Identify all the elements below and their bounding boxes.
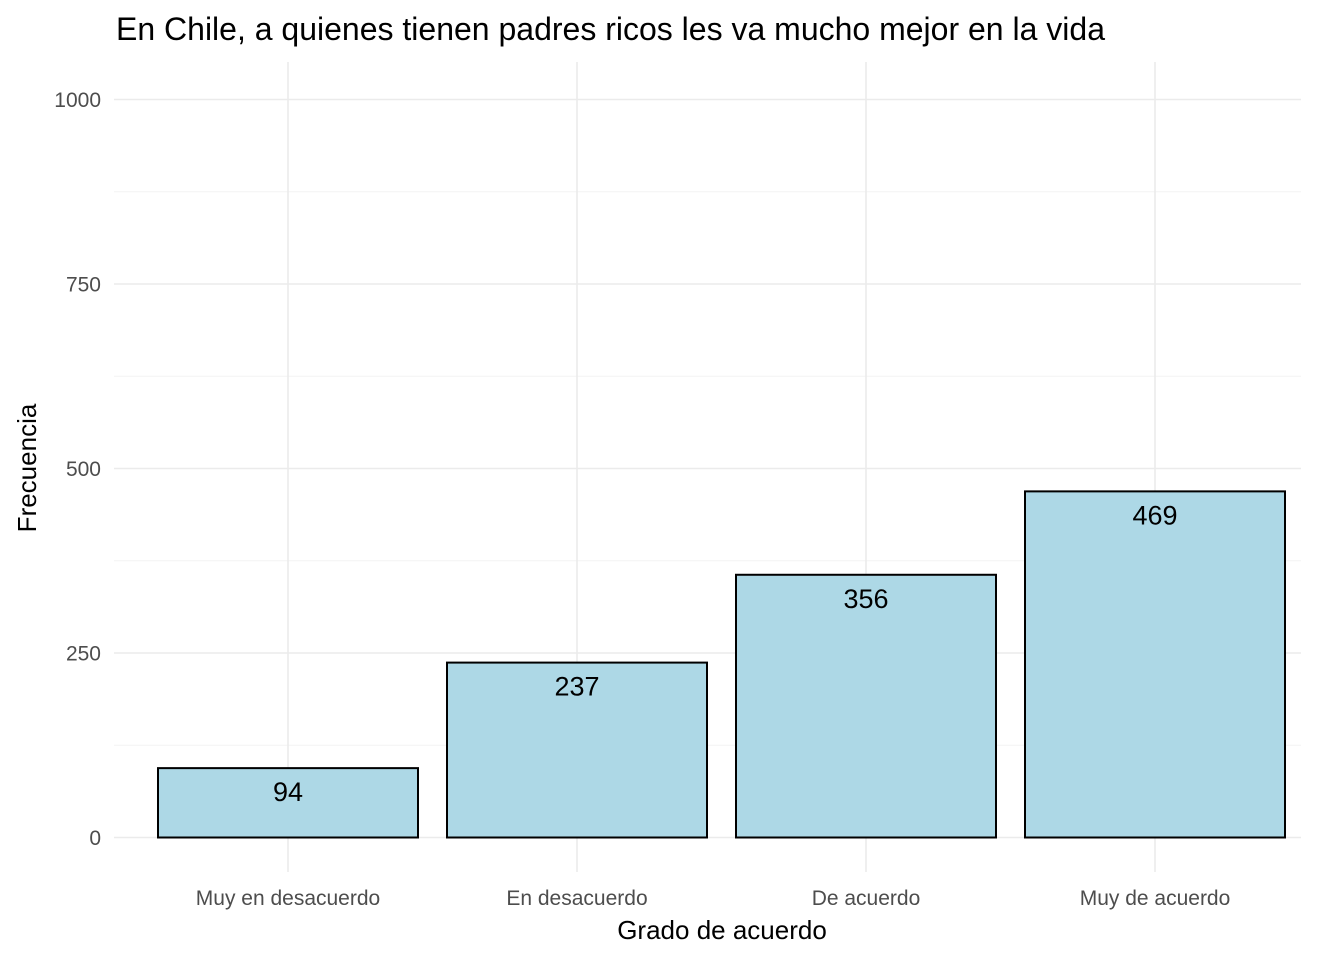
chart-title: En Chile, a quienes tienen padres ricos … [116,11,1105,47]
x-axis-ticks: Muy en desacuerdo En desacuerdo De acuerdo… [196,887,1231,910]
y-tick-label: 0 [89,827,101,850]
bars [157,490,1286,839]
x-tick-label: Muy en desacuerdo [196,887,380,910]
x-tick-label: Muy de acuerdo [1080,887,1231,910]
bar [157,767,419,839]
y-tick-label: 500 [66,458,101,481]
data-label: 356 [843,584,888,614]
x-axis-title: Grado de acuerdo [617,915,827,945]
y-tick-label: 750 [66,274,101,297]
bar [1024,490,1286,839]
data-label: 94 [273,777,303,807]
y-axis-title: Frecuencia [12,403,42,532]
x-tick-label: En desacuerdo [506,887,647,910]
data-label: 469 [1132,500,1177,530]
y-axis-ticks: 0 250 500 750 1000 [54,89,101,850]
data-label: 237 [554,672,599,702]
bar [735,573,997,839]
bar [446,661,708,839]
x-tick-label: De acuerdo [812,887,921,910]
y-tick-label: 250 [66,643,101,666]
y-tick-label: 1000 [54,89,101,112]
data-labels: 94 237 356 469 [273,500,1178,807]
